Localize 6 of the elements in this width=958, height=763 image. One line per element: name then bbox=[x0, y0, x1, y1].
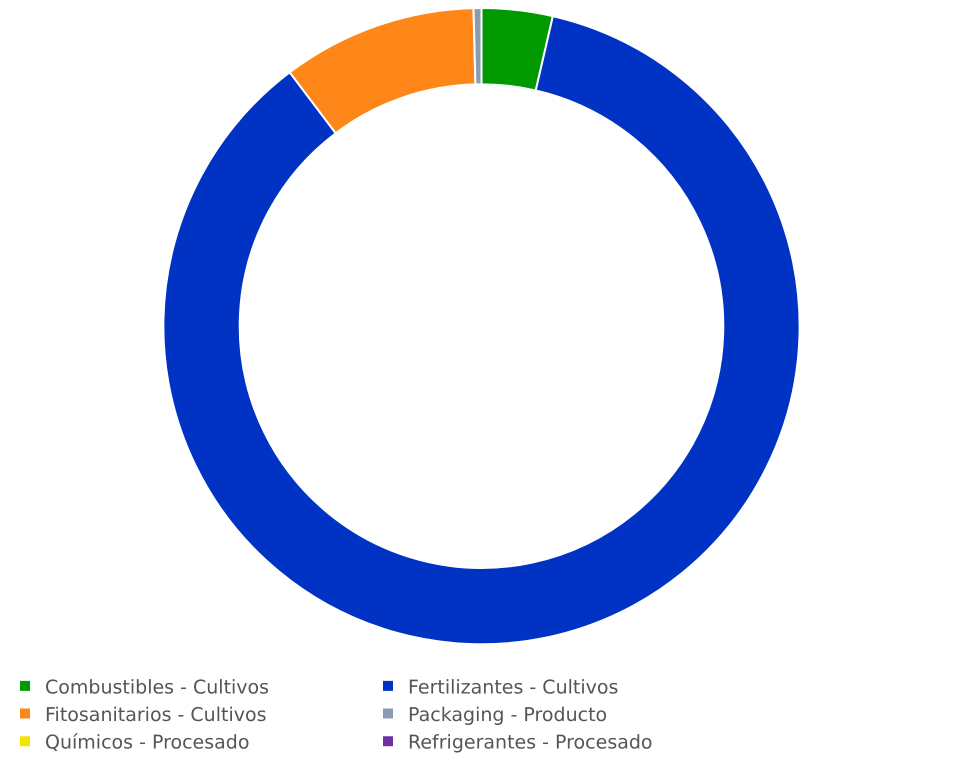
legend-label: Fertilizantes - Cultivos bbox=[408, 676, 618, 698]
legend-label: Fitosanitarios - Cultivos bbox=[45, 704, 266, 726]
legend-label: Combustibles - Cultivos bbox=[45, 676, 270, 698]
legend-label: Químicos - Procesado bbox=[45, 732, 250, 754]
legend-label: Packaging - Producto bbox=[408, 704, 608, 726]
legend-label: Refrigerantes - Procesado bbox=[408, 732, 653, 754]
